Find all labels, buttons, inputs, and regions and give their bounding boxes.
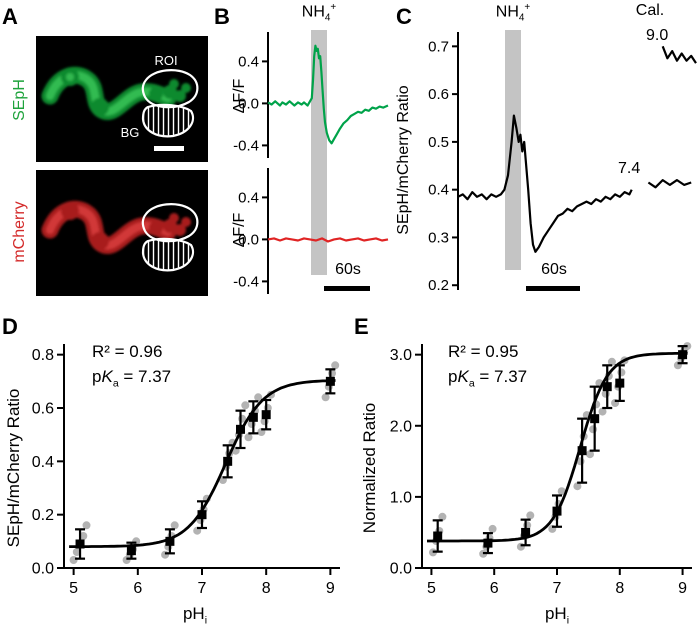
d-fit-annotation: R² = 0.96 pKa = 7.37 bbox=[92, 340, 171, 391]
svg-text:0.2: 0.2 bbox=[428, 277, 449, 294]
svg-text:0.0: 0.0 bbox=[390, 561, 412, 578]
svg-text:0.0: 0.0 bbox=[238, 231, 259, 248]
timescale-label-c: 60s bbox=[541, 261, 567, 278]
time-scale-bar-c bbox=[526, 286, 580, 291]
seph-dff-trace-chart: 0.4 0.0 -0.4 bbox=[233, 32, 389, 158]
svg-text:6: 6 bbox=[490, 580, 499, 597]
pka-p: p bbox=[92, 366, 102, 386]
r-squared-value: R² = 0.95 bbox=[448, 342, 519, 361]
calibration-title: Cal. bbox=[635, 2, 665, 19]
calibration-curve-chart: 0.0 0.2 0.4 0.6 0.8 5 6 7 8 9 bbox=[32, 344, 340, 597]
ph-sub: i bbox=[204, 614, 208, 627]
panel-c-label: C bbox=[396, 4, 412, 29]
svg-text:0.4: 0.4 bbox=[32, 454, 54, 471]
svg-text:7: 7 bbox=[198, 580, 207, 597]
svg-text:6: 6 bbox=[133, 580, 142, 597]
roi-label: ROI bbox=[154, 53, 177, 68]
pka-a: a bbox=[468, 377, 475, 390]
svg-text:0.2: 0.2 bbox=[32, 507, 54, 524]
svg-text:0.6: 0.6 bbox=[32, 401, 54, 418]
mcherry-dff-trace-chart: 0.4 0.0 -0.4 bbox=[233, 168, 389, 294]
svg-text:3.0: 3.0 bbox=[390, 347, 412, 364]
panel-d-label: D bbox=[2, 314, 18, 339]
pka-value: pKa = 7.37 bbox=[92, 365, 171, 392]
svg-text:8: 8 bbox=[615, 580, 624, 597]
panel-a-label: A bbox=[2, 4, 18, 29]
e-fit-annotation: R² = 0.95 pKa = 7.37 bbox=[448, 340, 527, 391]
mcherry-fluorescence-image bbox=[36, 170, 208, 296]
timescale-label: 60s bbox=[335, 261, 361, 278]
d-x-axis-label: pHi bbox=[150, 604, 240, 626]
nh4-sub: 4 bbox=[518, 12, 525, 24]
svg-text:5: 5 bbox=[69, 580, 78, 597]
nh4-base: NH bbox=[301, 3, 325, 21]
nh4-base: NH bbox=[495, 3, 519, 21]
svg-text:9: 9 bbox=[326, 580, 335, 597]
pka-k: K bbox=[101, 366, 113, 386]
pka-k: K bbox=[457, 366, 469, 386]
nh4-stimulus-label: NH4+ bbox=[289, 2, 349, 24]
svg-text:-0.4: -0.4 bbox=[233, 137, 259, 154]
svg-text:0.4: 0.4 bbox=[428, 182, 449, 199]
ph-base: pH bbox=[182, 604, 205, 623]
nh4-sup: + bbox=[524, 2, 531, 13]
svg-text:0.3: 0.3 bbox=[428, 229, 449, 246]
pka-p: p bbox=[448, 366, 458, 386]
roi-outline bbox=[141, 69, 199, 109]
pka-val: = 7.37 bbox=[118, 366, 172, 386]
svg-text:9: 9 bbox=[678, 580, 687, 597]
svg-text:-0.4: -0.4 bbox=[233, 273, 259, 290]
svg-text:5: 5 bbox=[427, 580, 436, 597]
roi-outline bbox=[141, 203, 199, 243]
scale-bar bbox=[154, 146, 184, 151]
svg-text:0.4: 0.4 bbox=[238, 189, 259, 206]
svg-text:0.0: 0.0 bbox=[32, 561, 54, 578]
panel-e-label: E bbox=[354, 314, 369, 339]
svg-text:0.4: 0.4 bbox=[238, 53, 259, 70]
bg-outline bbox=[141, 103, 195, 138]
nh4-sup: + bbox=[330, 2, 337, 13]
svg-text:0.5: 0.5 bbox=[428, 134, 449, 151]
panel-b-label: B bbox=[214, 4, 230, 29]
svg-text:0.0: 0.0 bbox=[238, 95, 259, 112]
mcherry-channel-label: mCherry bbox=[11, 201, 28, 263]
mcherry-neurite bbox=[41, 200, 191, 254]
bg-outline bbox=[141, 237, 195, 272]
nh4-stimulus-label-c: NH4+ bbox=[483, 2, 543, 24]
seph-fluorescence-image: ROI BG bbox=[36, 36, 208, 162]
ph-base: pH bbox=[544, 604, 567, 623]
pka-a: a bbox=[112, 377, 119, 390]
ratio-trace-chart: 0.7 0.6 0.5 0.4 0.3 0.2 bbox=[428, 32, 697, 294]
svg-text:7: 7 bbox=[553, 580, 562, 597]
svg-text:2.0: 2.0 bbox=[390, 418, 412, 435]
svg-text:0.7: 0.7 bbox=[428, 38, 449, 55]
svg-text:1.0: 1.0 bbox=[390, 489, 412, 506]
bg-label: BG bbox=[121, 125, 140, 140]
svg-text:0.8: 0.8 bbox=[32, 347, 54, 364]
seph-channel-label: SEpH bbox=[11, 79, 28, 121]
pka-val: = 7.37 bbox=[474, 366, 528, 386]
nh4-sub: 4 bbox=[324, 12, 331, 24]
ph-sub: i bbox=[566, 614, 570, 627]
svg-text:8: 8 bbox=[262, 580, 271, 597]
svg-text:0.6: 0.6 bbox=[428, 86, 449, 103]
calibration-high-label: 9.0 bbox=[646, 27, 669, 44]
nh4-application-band-c bbox=[505, 30, 521, 270]
pka-value: pKa = 7.37 bbox=[448, 365, 527, 392]
time-scale-bar bbox=[324, 286, 370, 291]
calibration-low-label: 7.4 bbox=[618, 160, 641, 177]
normalized-curve-chart: 0.0 1.0 2.0 3.0 5 6 7 8 9 bbox=[390, 342, 692, 597]
seph-neurite bbox=[41, 66, 191, 120]
r-squared-value: R² = 0.96 bbox=[92, 342, 163, 361]
e-x-axis-label: pHi bbox=[512, 604, 602, 626]
